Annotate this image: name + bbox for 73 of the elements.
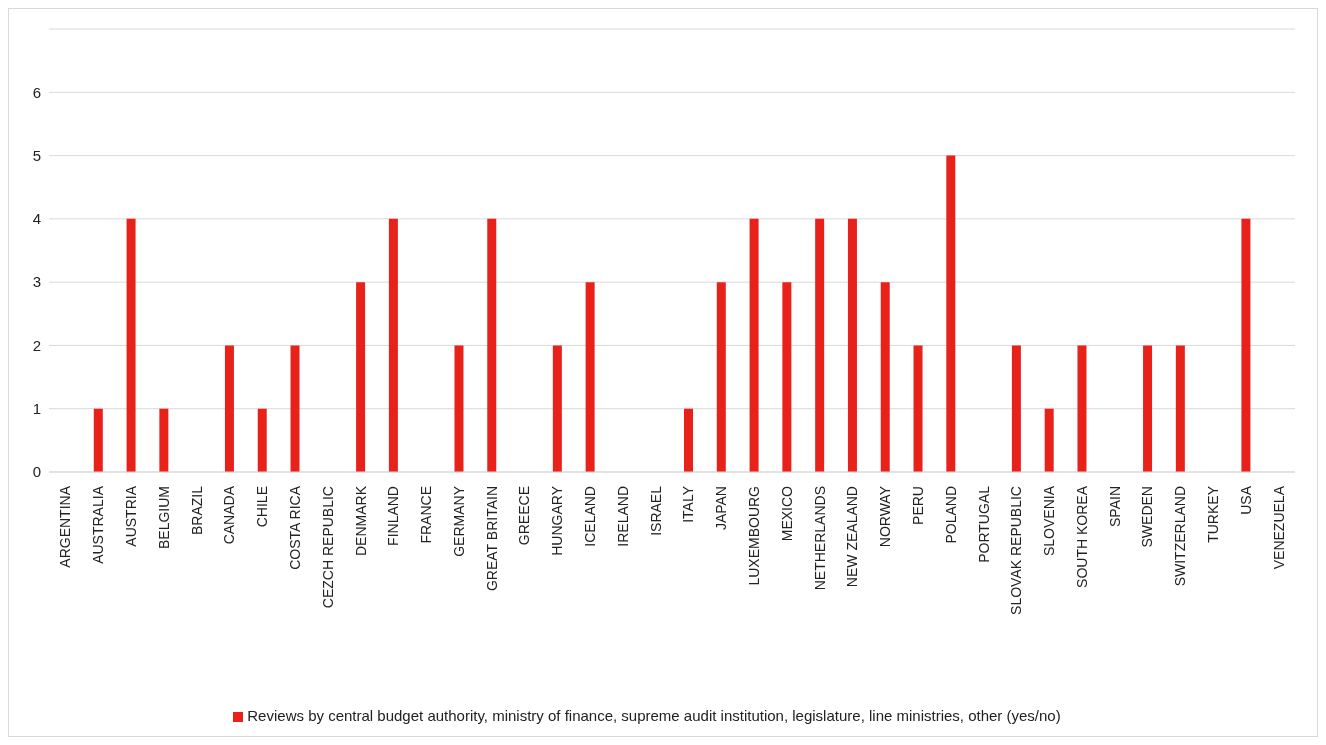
y-tick-label: 2 bbox=[32, 336, 41, 354]
bar bbox=[257, 408, 267, 472]
x-tick-label: SLOVAK REPUBLIC bbox=[1008, 486, 1025, 615]
bar bbox=[290, 345, 300, 472]
x-tick-label: NETHERLANDS bbox=[811, 486, 828, 591]
x-tick-label: FINLAND bbox=[385, 486, 402, 546]
bar bbox=[1077, 345, 1087, 472]
x-tick-label: ISRAEL bbox=[647, 485, 664, 536]
legend-label: Reviews by central budget authority, ministry of finance, supreme audit institution, legislature, line ministries, other (yes/no) bbox=[247, 707, 1061, 724]
bar bbox=[454, 345, 464, 472]
bar bbox=[552, 345, 562, 472]
x-tick-label: AUSTRIA bbox=[122, 485, 139, 547]
x-tick-label: GREAT BRITAIN bbox=[483, 486, 500, 592]
x-tick-label: SWEDEN bbox=[1139, 486, 1156, 548]
bar bbox=[1241, 218, 1251, 472]
bar bbox=[388, 218, 398, 472]
y-tick-label: 4 bbox=[32, 210, 41, 228]
bar bbox=[159, 408, 169, 472]
x-tick-label: JAPAN bbox=[713, 486, 730, 531]
bar bbox=[1011, 345, 1021, 472]
x-tick-label: SOUTH KOREA bbox=[1073, 485, 1090, 588]
x-tick-label: POLAND bbox=[942, 486, 959, 544]
y-tick-label: 0 bbox=[32, 463, 41, 481]
x-tick-label: SWITZERLAND bbox=[1172, 486, 1189, 587]
x-tick-label: ICELAND bbox=[582, 486, 599, 547]
bar bbox=[93, 408, 103, 472]
bar bbox=[815, 218, 825, 472]
x-tick-label: GREECE bbox=[516, 486, 533, 546]
x-tick-label: PORTUGAL bbox=[975, 485, 992, 563]
bar bbox=[913, 345, 923, 472]
x-tick-label: HUNGARY bbox=[549, 485, 566, 556]
bar bbox=[749, 218, 759, 472]
bar bbox=[847, 218, 857, 472]
x-tick-label: ITALY bbox=[680, 485, 697, 523]
x-tick-label: AUSTRALIA bbox=[90, 485, 107, 564]
bar bbox=[782, 282, 792, 472]
x-tick-label: COSTA RICA bbox=[286, 485, 303, 570]
bar bbox=[880, 282, 890, 472]
x-tick-label: CEZCH REPUBLIC bbox=[319, 486, 336, 609]
x-tick-label: DENMARK bbox=[352, 485, 369, 557]
x-tick-label: FRANCE bbox=[418, 486, 435, 544]
x-tick-label: BELGIUM bbox=[155, 486, 172, 550]
y-tick-label: 6 bbox=[32, 83, 41, 101]
x-tick-label: LUXEMBOURG bbox=[745, 486, 762, 586]
y-tick-label: 1 bbox=[32, 400, 41, 418]
bar bbox=[684, 408, 693, 472]
x-tick-label: VENEZUELA bbox=[1270, 485, 1287, 570]
bar bbox=[1143, 345, 1153, 472]
bar bbox=[1044, 408, 1054, 472]
x-tick-label: BRAZIL bbox=[188, 485, 205, 536]
bar bbox=[1175, 345, 1185, 472]
x-tick-label: SLOVENIA bbox=[1041, 485, 1058, 557]
x-tick-label: MEXICO bbox=[778, 485, 795, 542]
bar bbox=[126, 218, 136, 472]
x-tick-label: IRELAND bbox=[614, 486, 631, 547]
x-tick-label: CHILE bbox=[254, 486, 271, 528]
x-tick-label: TURKEY bbox=[1205, 485, 1222, 543]
x-tick-label: PERU bbox=[909, 486, 926, 525]
bar bbox=[716, 282, 726, 472]
x-tick-label: NEW ZEALAND bbox=[844, 486, 861, 588]
x-tick-label: CANADA bbox=[221, 485, 238, 545]
bar bbox=[946, 155, 956, 472]
x-tick-label: GERMANY bbox=[450, 485, 467, 557]
bar bbox=[224, 345, 234, 472]
bar bbox=[356, 282, 366, 472]
y-tick-label: 3 bbox=[32, 273, 41, 291]
x-tick-label: ARGENTINA bbox=[57, 485, 74, 568]
bar bbox=[487, 218, 497, 472]
x-tick-label: USA bbox=[1237, 485, 1254, 515]
y-tick-label: 5 bbox=[32, 146, 41, 164]
x-tick-label: SPAIN bbox=[1106, 486, 1123, 527]
x-tick-label: NORWAY bbox=[877, 485, 894, 548]
bar bbox=[585, 282, 595, 472]
